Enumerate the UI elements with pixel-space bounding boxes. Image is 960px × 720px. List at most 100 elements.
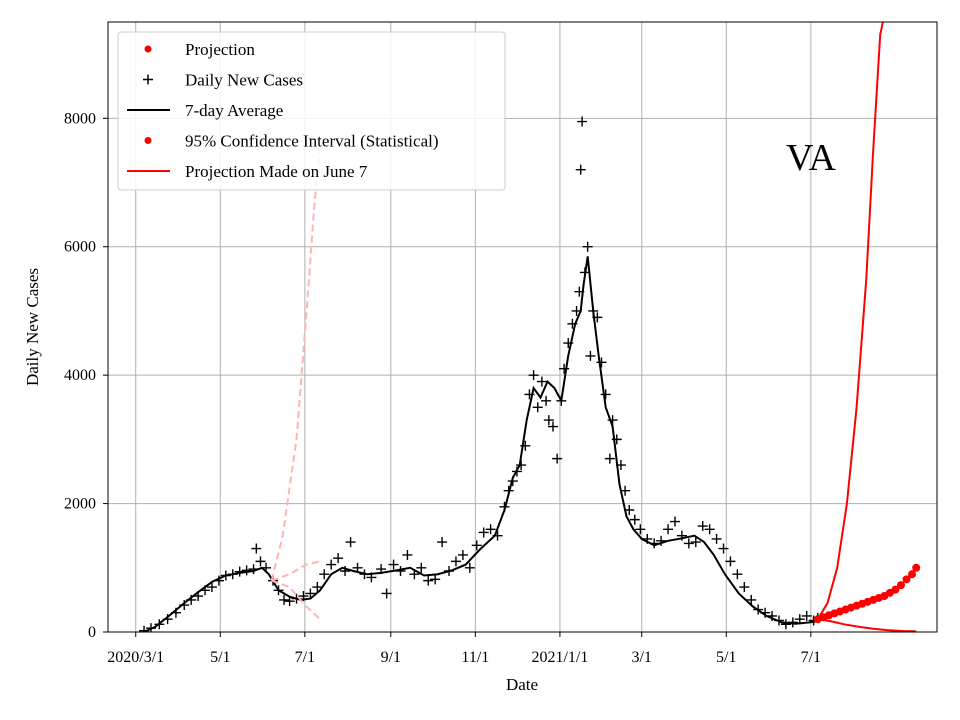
- daily-case-point: [604, 453, 615, 464]
- daily-case-point: [663, 524, 674, 535]
- daily-case-point: [388, 559, 399, 570]
- daily-case-point: [139, 625, 150, 632]
- series-line: [271, 560, 321, 582]
- daily-case-point: [507, 476, 518, 487]
- daily-case-point: [611, 434, 622, 445]
- daily-case-point: [154, 619, 165, 630]
- legend-label: 7-day Average: [185, 101, 283, 120]
- x-tick-label: 9/1: [381, 649, 401, 666]
- y-tick-label: 2000: [64, 496, 96, 513]
- daily-case-point: [739, 582, 750, 593]
- daily-case-point: [725, 556, 736, 567]
- daily-case-point: [642, 533, 653, 544]
- daily-case-point: [499, 501, 510, 512]
- series-line: [143, 256, 818, 632]
- daily-case-point: [669, 516, 680, 527]
- daily-case-point: [478, 527, 489, 538]
- legend-box: [117, 31, 506, 191]
- daily-case-point: [319, 569, 330, 580]
- y-axis: 0 2000 4000 6000 8000: [64, 110, 108, 641]
- daily-case-point: [333, 553, 344, 564]
- y-tick-label: 0: [88, 624, 96, 641]
- legend-label: Projection Made on June 7: [185, 162, 368, 181]
- daily-case-point: [773, 615, 784, 626]
- daily-case-point: [520, 440, 531, 451]
- daily-case-point: [787, 617, 798, 628]
- daily-case-point: [251, 543, 262, 554]
- daily-case-point: [746, 594, 757, 605]
- daily-case-point: [220, 570, 231, 581]
- daily-case-point: [381, 588, 392, 599]
- daily-case-point: [563, 338, 574, 349]
- daily-case-point: [690, 537, 701, 548]
- projection-point: [912, 563, 921, 572]
- x-tick-label: 5/1: [210, 649, 230, 666]
- x-axis-label: Date: [506, 675, 538, 694]
- daily-case-point: [547, 421, 558, 432]
- x-tick-label: 3/1: [631, 649, 651, 666]
- daily-case-point: [620, 485, 631, 496]
- daily-case-point: [145, 623, 156, 632]
- daily-case-point: [528, 370, 539, 381]
- legend-marker: [143, 74, 153, 85]
- projection-point: [896, 581, 905, 590]
- daily-case-point: [457, 549, 468, 560]
- series-line: [817, 618, 917, 632]
- y-tick-label: 4000: [64, 367, 96, 384]
- daily-case-point: [543, 415, 554, 426]
- daily-case-point: [575, 164, 586, 175]
- daily-case-point: [503, 485, 514, 496]
- daily-case-point: [423, 575, 434, 586]
- daily-case-point: [227, 569, 238, 580]
- daily-case-point: [629, 514, 640, 525]
- daily-case-point: [305, 588, 316, 599]
- daily-case-point: [559, 363, 570, 374]
- daily-case-point: [298, 591, 309, 602]
- daily-case-point: [801, 610, 812, 621]
- daily-case-point: [582, 241, 593, 252]
- daily-case-point: [596, 357, 607, 368]
- daily-case-point: [615, 460, 626, 471]
- daily-case-point: [366, 572, 377, 583]
- x-tick-label: 11/1: [461, 649, 489, 666]
- daily-case-point: [179, 600, 190, 611]
- daily-case-point: [312, 582, 323, 593]
- daily-case-point: [577, 116, 588, 127]
- daily-case-point: [430, 574, 441, 585]
- daily-case-point: [345, 537, 356, 548]
- daily-case-point: [409, 569, 420, 580]
- daily-case-point: [579, 267, 590, 278]
- daily-case-point: [444, 566, 455, 576]
- daily-case-point: [571, 305, 582, 316]
- legend-label: Daily New Cases: [185, 71, 303, 90]
- series-line: [816, 22, 884, 620]
- daily-case-point: [340, 566, 351, 576]
- legend-marker: [144, 137, 152, 144]
- daily-case-point: [234, 566, 245, 577]
- legend: Projection Daily New Cases 7-day Average 95…: [117, 31, 506, 191]
- plot-frame: [107, 21, 938, 633]
- daily-case-point: [588, 305, 599, 316]
- series-layer: [139, 22, 921, 632]
- daily-case-point: [697, 521, 708, 532]
- daily-case-point: [524, 389, 535, 400]
- daily-case-point: [261, 562, 272, 573]
- daily-case-point: [485, 524, 496, 535]
- daily-case-point: [402, 549, 413, 560]
- daily-case-point: [376, 564, 387, 575]
- daily-case-point: [635, 524, 646, 535]
- daily-case-point: [607, 415, 618, 426]
- daily-case-point: [718, 543, 729, 554]
- daily-case-point: [186, 594, 197, 605]
- x-tick-label: 7/1: [295, 649, 315, 666]
- legend-marker: [144, 45, 152, 53]
- daily-case-point: [649, 538, 660, 549]
- daily-case-point: [200, 585, 211, 596]
- daily-case-point: [450, 556, 461, 567]
- daily-case-point: [279, 594, 290, 605]
- daily-case-point: [273, 585, 284, 596]
- daily-case-point: [241, 565, 252, 576]
- daily-case-point: [753, 604, 764, 615]
- daily-case-point: [704, 524, 715, 535]
- daily-case-point: [574, 286, 585, 297]
